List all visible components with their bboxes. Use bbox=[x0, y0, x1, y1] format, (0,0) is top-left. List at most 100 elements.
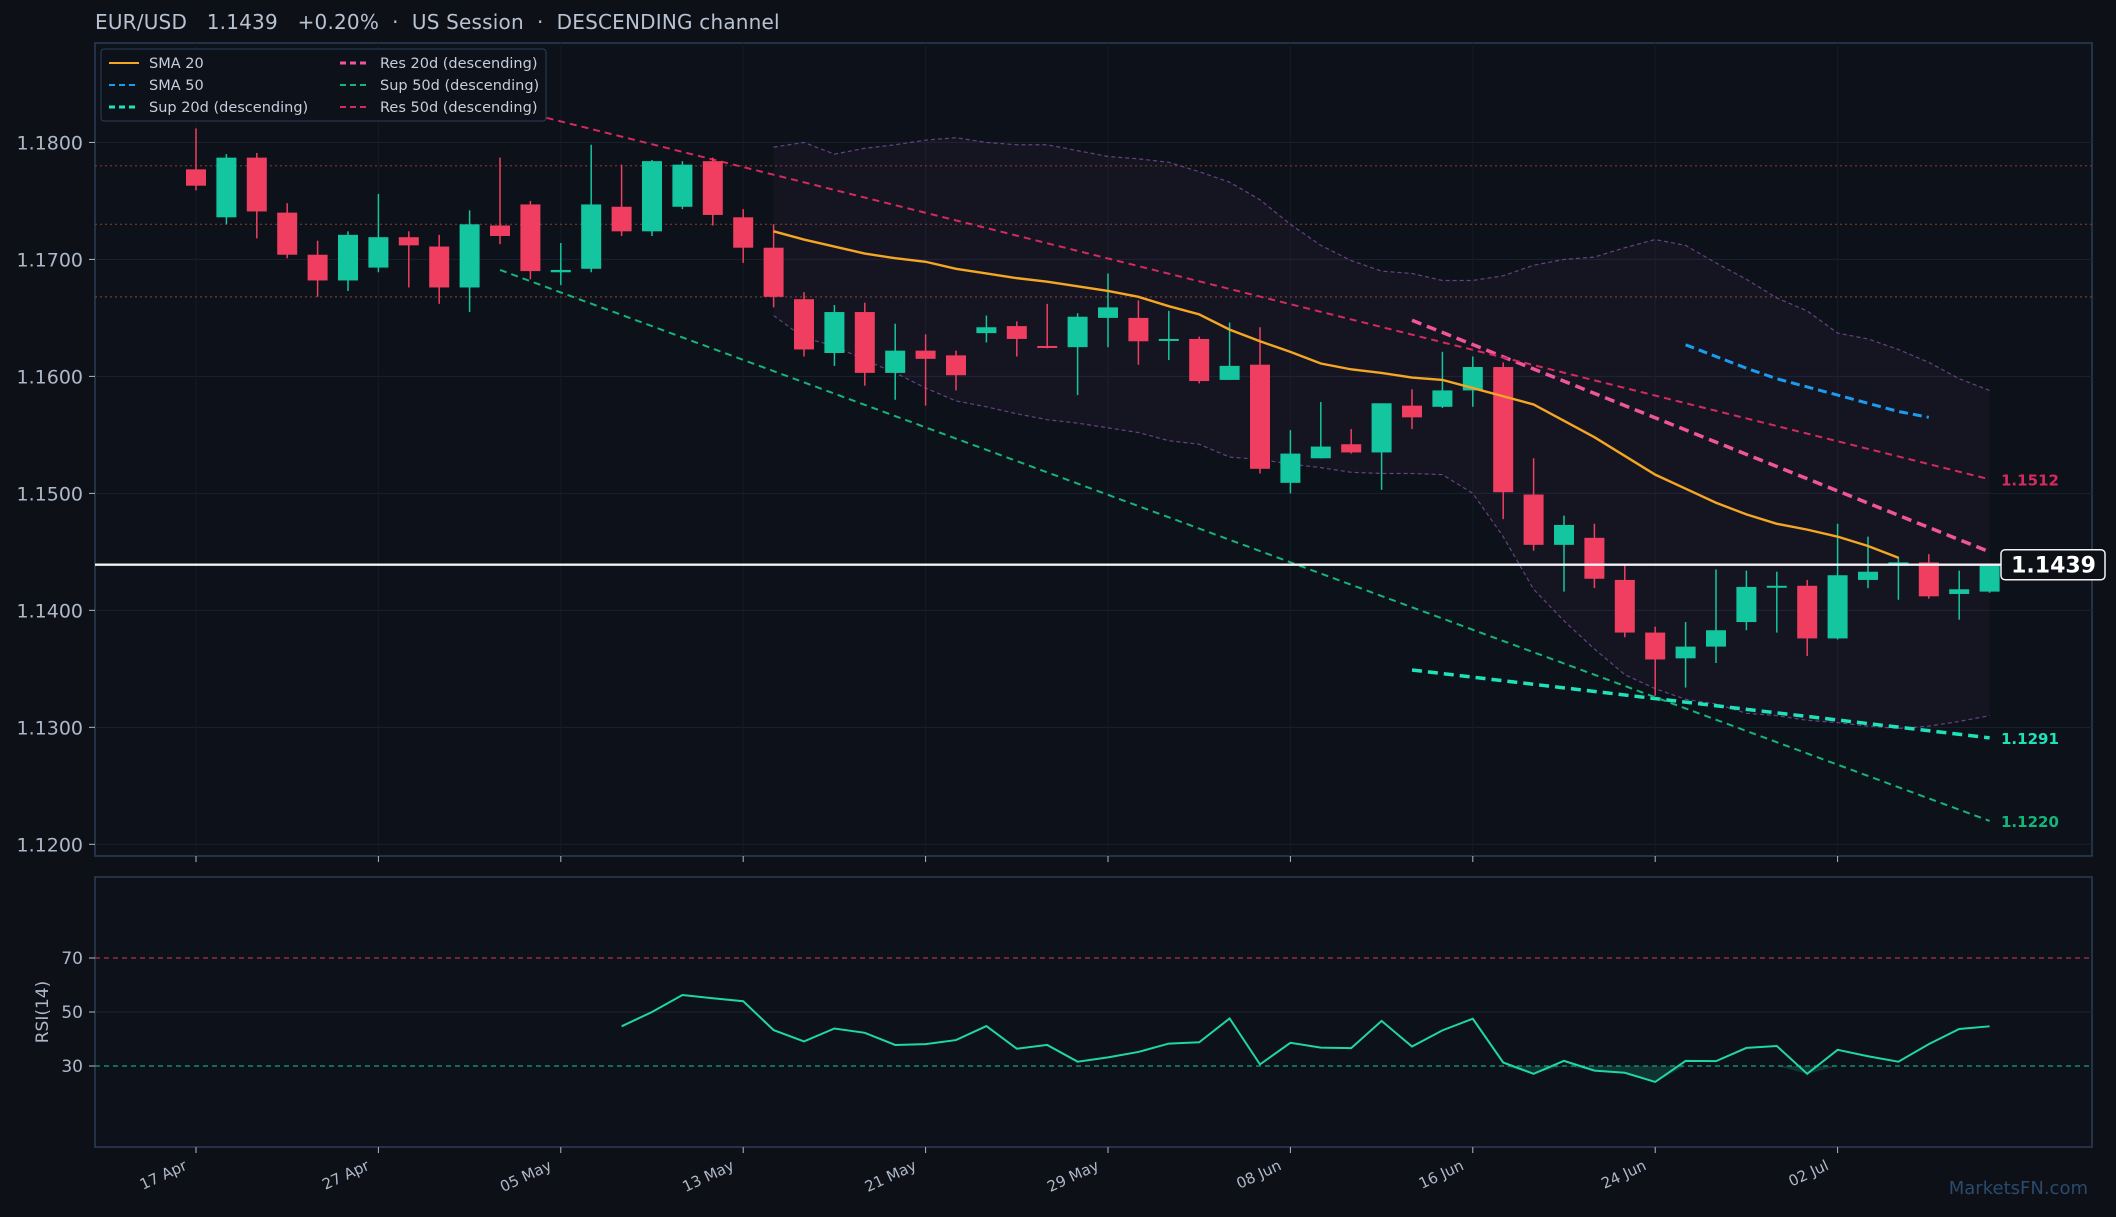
candle-body bbox=[1949, 589, 1970, 594]
candle-body bbox=[550, 269, 571, 273]
candle-body bbox=[946, 355, 966, 376]
rsi-tick-label: 30 bbox=[61, 1057, 83, 1077]
candle-body bbox=[611, 206, 632, 232]
legend-label: SMA 20 bbox=[149, 56, 204, 72]
candle-body bbox=[915, 350, 936, 359]
band-upper-line bbox=[773, 137, 1990, 391]
candle-body bbox=[1402, 405, 1422, 418]
candle-body bbox=[1675, 646, 1696, 659]
candle-body bbox=[186, 169, 206, 186]
candle-body bbox=[1614, 579, 1635, 633]
y-tick-label: 1.1700 bbox=[17, 249, 83, 271]
candle-body bbox=[307, 254, 328, 281]
candle-body bbox=[1067, 316, 1088, 348]
y-tick-label: 1.1300 bbox=[17, 717, 83, 739]
candle-body bbox=[490, 225, 510, 237]
x-tick-label: 17 Apr bbox=[137, 1156, 191, 1194]
candle-body bbox=[642, 161, 662, 232]
trend-line bbox=[1411, 318, 1991, 554]
candle-body bbox=[1371, 403, 1392, 453]
candle-body bbox=[1432, 390, 1453, 407]
candle-body bbox=[976, 327, 997, 334]
candle-body bbox=[1006, 326, 1027, 339]
legend-label: Res 20d (descending) bbox=[380, 56, 537, 72]
candle-body bbox=[1797, 585, 1818, 639]
candle-body bbox=[1098, 307, 1118, 318]
candle-body bbox=[1736, 586, 1757, 623]
candle-body bbox=[1280, 453, 1301, 483]
candle-body bbox=[794, 299, 814, 350]
candle-body bbox=[1189, 338, 1210, 382]
candle-body bbox=[520, 204, 541, 272]
legend-label: Sup 20d (descending) bbox=[149, 100, 308, 116]
y-tick-label: 1.1600 bbox=[17, 366, 83, 388]
trend-line bbox=[499, 269, 1990, 822]
trend-line bbox=[1411, 668, 1990, 740]
candle-body bbox=[216, 157, 237, 218]
candle-body bbox=[1462, 367, 1483, 391]
y-tick-label: 1.1800 bbox=[17, 132, 83, 154]
x-tick-label: 13 May bbox=[680, 1156, 737, 1196]
x-tick-label: 21 May bbox=[862, 1156, 919, 1196]
x-tick-label: 02 Jul bbox=[1786, 1156, 1832, 1190]
candle-body bbox=[733, 217, 754, 248]
rsi-panel: 17 Apr 27 Apr 05 May 13 May 21 May 29 May 08 J… bbox=[33, 876, 2093, 1196]
x-tick-label: 05 May bbox=[497, 1156, 554, 1196]
legend-frame bbox=[100, 48, 547, 122]
candle-body bbox=[277, 212, 298, 255]
line-value-label: 1.1512 bbox=[2001, 471, 2059, 489]
candle-body bbox=[1158, 338, 1179, 341]
price-panel: 1.1200 1.1300 1.1400 1.1500 1.1600 1.1700 1.18… bbox=[17, 105, 2106, 862]
legend-label: SMA 50 bbox=[149, 78, 204, 94]
candle-body bbox=[1128, 317, 1149, 342]
rsi-oversold-fill bbox=[1533, 1066, 1564, 1074]
candle-body bbox=[368, 237, 389, 268]
sma50-line bbox=[1685, 343, 1930, 419]
candle-body bbox=[672, 164, 693, 207]
current-price-label: 1.1439 bbox=[2011, 554, 2096, 579]
rsi-oversold-fill bbox=[1624, 1066, 1656, 1082]
x-tick-label: 27 Apr bbox=[319, 1156, 373, 1194]
candle-body bbox=[1250, 364, 1270, 469]
candle-body bbox=[763, 247, 784, 297]
y-tick-label: 1.1200 bbox=[17, 834, 83, 856]
candle-body bbox=[1584, 537, 1605, 579]
candle-body bbox=[338, 234, 358, 281]
candle-body bbox=[1827, 575, 1848, 639]
watermark: MarketsFN.com bbox=[1948, 1178, 2088, 1199]
y-tick-label: 1.1500 bbox=[17, 483, 83, 505]
x-tick-label: 16 Jun bbox=[1416, 1156, 1466, 1192]
candle-body bbox=[1979, 564, 2000, 592]
x-tick-label: 29 May bbox=[1044, 1156, 1101, 1196]
rsi-line bbox=[621, 993, 1990, 1084]
candle-body bbox=[1706, 630, 1726, 647]
candle-body bbox=[1554, 524, 1574, 545]
candle-body bbox=[824, 312, 845, 353]
candle-body bbox=[459, 224, 480, 288]
sma20-line bbox=[773, 230, 1899, 559]
candle-body bbox=[1493, 367, 1514, 493]
y-tick-label: 1.1400 bbox=[17, 600, 83, 622]
legend: SMA 20 Res 20d (descending) SMA 50 Sup 50d … bbox=[100, 48, 547, 122]
candle-body bbox=[702, 161, 723, 215]
line-value-label: 1.1220 bbox=[2001, 813, 2059, 831]
candle-body bbox=[854, 312, 875, 373]
rsi-tick-label: 50 bbox=[61, 1003, 83, 1023]
current-price-box bbox=[2000, 548, 2106, 581]
trend-line bbox=[499, 105, 1990, 481]
candle-body bbox=[1523, 494, 1544, 545]
rsi-axis-label: RSI(14) bbox=[33, 981, 53, 1044]
candle-body bbox=[246, 157, 267, 212]
x-tick-label: 24 Jun bbox=[1598, 1156, 1648, 1192]
legend-label: Sup 50d (descending) bbox=[380, 78, 539, 94]
candle-body bbox=[1645, 632, 1666, 660]
price-panel-frame bbox=[94, 42, 2093, 857]
candle-body bbox=[429, 246, 450, 288]
candle-body bbox=[1766, 585, 1787, 588]
candle-body bbox=[1858, 571, 1878, 580]
legend-label: Res 50d (descending) bbox=[380, 100, 537, 116]
candle-body bbox=[1918, 562, 1939, 597]
candle-body bbox=[885, 350, 906, 373]
rsi-oversold-fill bbox=[1655, 1066, 1686, 1082]
